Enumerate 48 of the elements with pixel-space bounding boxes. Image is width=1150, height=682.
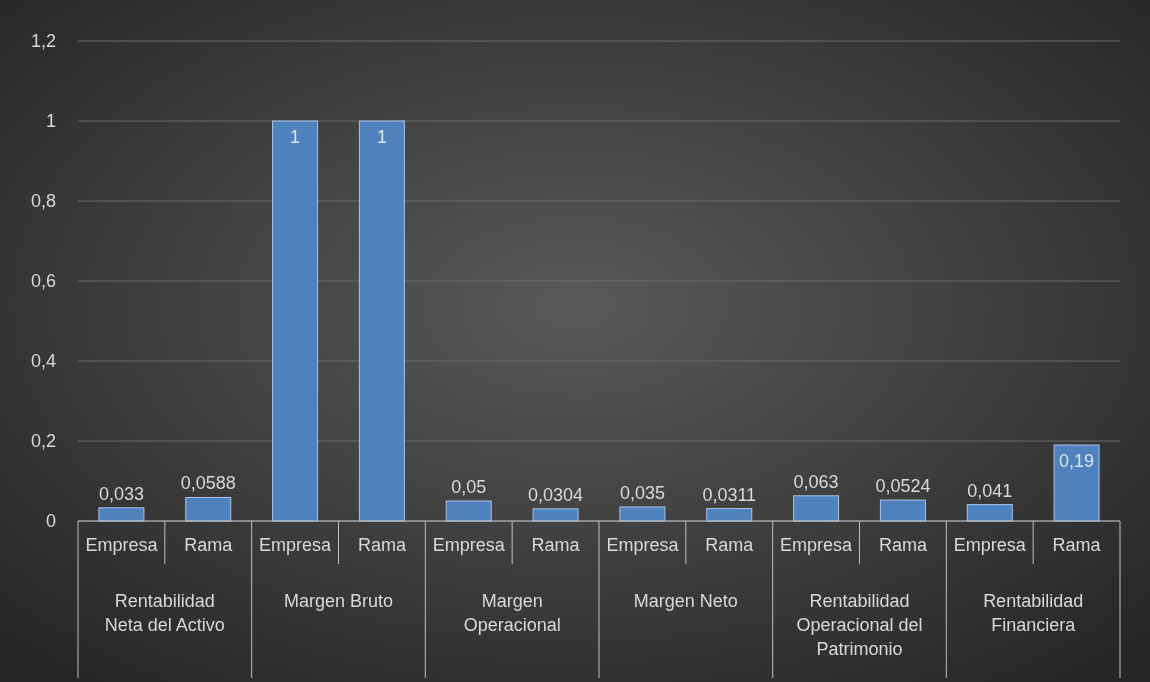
text: Rentabilidad Neta del Activo (104, 591, 225, 635)
bar (966, 504, 1013, 522)
bar (1053, 444, 1100, 522)
x-tick-label: Rama (531, 535, 581, 555)
x-tick-label: Empresa (606, 535, 680, 555)
y-tick-label: 1,2 (30, 31, 56, 52)
x-tick-label: Empresa (780, 535, 854, 555)
text: Rentabilidad Financiera (983, 591, 1084, 635)
bar (98, 507, 145, 522)
y-tick-label: 1 (45, 111, 56, 132)
bar (793, 495, 840, 522)
x-tick-label: Rama (357, 535, 407, 555)
bar (358, 120, 405, 522)
bar (272, 120, 319, 522)
y-tick-label: 0 (45, 511, 56, 532)
bar (619, 506, 666, 522)
x-tick-label: Empresa (953, 535, 1027, 555)
data-label: 0,035 (619, 483, 665, 503)
data-label: 0,05 (451, 477, 487, 497)
x-tick-label: Rama (1052, 535, 1102, 555)
y-tick-label: 0,8 (30, 191, 56, 212)
y-tick-label: 0,6 (30, 271, 56, 292)
data-label: 0,0588 (180, 473, 236, 494)
data-label: 1 (290, 127, 301, 147)
x-tick-label: Empresa (259, 535, 333, 555)
bar (185, 496, 232, 522)
text: Margen Bruto (283, 591, 394, 611)
data-label: 0,0524 (875, 476, 931, 497)
data-label: 0,0311 (702, 484, 757, 505)
text: Margen Neto (633, 591, 738, 611)
bar (445, 500, 492, 522)
x-tick-label: Rama (878, 535, 928, 555)
bar (879, 499, 926, 522)
x-tick-label: Empresa (432, 535, 506, 555)
data-label: 0,063 (793, 471, 839, 492)
x-tick-label: Rama (184, 535, 234, 555)
y-tick-label: 0,4 (30, 351, 56, 372)
data-label: 1 (376, 127, 387, 147)
data-label: 0,0304 (528, 484, 584, 505)
text: Rentabilidad Operacional del Patrimonio (796, 591, 923, 659)
y-tick-label: 0,2 (30, 431, 56, 452)
x-tick-label: Empresa (85, 535, 159, 555)
data-label: 0,19 (1059, 451, 1095, 471)
bar (532, 508, 579, 522)
x-tick-label: Rama (705, 535, 755, 555)
text: Margen Operacional (463, 591, 561, 635)
data-label: 0,033 (98, 483, 144, 504)
data-label: 0,041 (967, 480, 1013, 501)
